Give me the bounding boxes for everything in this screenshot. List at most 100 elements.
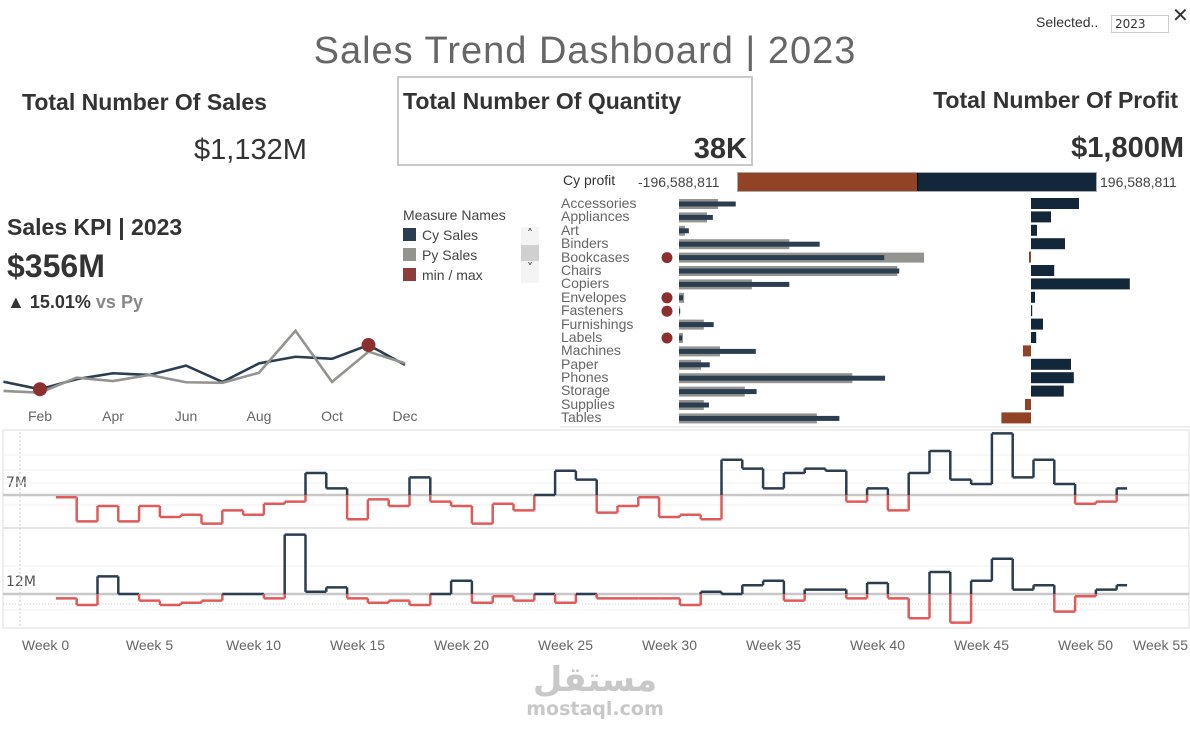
week-tick: Week 10 xyxy=(226,637,281,653)
ref-label-bottom: 12M xyxy=(6,574,36,590)
scroll-down-icon[interactable]: ˅ xyxy=(527,261,533,275)
min-flag-marker xyxy=(661,305,673,317)
profit-range-bar xyxy=(737,172,1097,192)
bar-profit xyxy=(1031,318,1043,330)
category-label: Machines xyxy=(561,342,621,359)
line-series-py xyxy=(3,328,406,394)
category-labels: Accessories Appliances Art Binders Bookcases… xyxy=(561,195,637,426)
category-label: Phones xyxy=(561,369,609,386)
month-tick: Jun xyxy=(174,408,198,424)
bar-profit xyxy=(1031,238,1065,250)
profit-header-label: Cy profit xyxy=(563,172,616,188)
total-sales-value: $1,132M xyxy=(194,134,307,166)
bar-profit xyxy=(1031,265,1055,276)
min-max-marker xyxy=(33,382,47,397)
profit-axis-max: 196,588,811 xyxy=(1100,174,1177,190)
filter-label: Selected.. xyxy=(1036,14,1099,30)
category-label: Accessories xyxy=(561,195,637,211)
legend-title: Measure Names xyxy=(403,207,506,223)
sales-kpi-title: Sales KPI | 2023 xyxy=(7,214,183,240)
min-flag-marker xyxy=(661,332,673,344)
category-label: Storage xyxy=(561,382,611,399)
bar-cy-sales xyxy=(679,375,886,381)
scroll-up-icon[interactable]: ˄ xyxy=(527,227,533,241)
bar-profit xyxy=(1031,385,1064,397)
legend-item-py[interactable]: Py Sales xyxy=(403,247,543,267)
minmax-swatch-icon xyxy=(403,268,416,281)
week-tick: Week 35 xyxy=(746,637,801,653)
scroll-thumb[interactable] xyxy=(521,245,539,261)
bar-cy-sales xyxy=(679,228,689,234)
bar-profit xyxy=(1031,305,1033,317)
category-label: Binders xyxy=(561,235,609,252)
total-profit-label: Total Number Of Profit xyxy=(933,87,1178,113)
legend-item-minmax[interactable]: min / max xyxy=(403,267,543,283)
bar-profit xyxy=(1031,211,1051,223)
week-tick: Week 30 xyxy=(642,637,697,653)
category-label: Copiers xyxy=(561,275,610,292)
sales-kpi-change: 15.01% xyxy=(29,292,91,312)
category-label: Appliances xyxy=(561,208,630,225)
bar-cy-sales xyxy=(679,295,683,301)
bar-profit xyxy=(1023,345,1031,357)
week-tick: Week 20 xyxy=(434,637,489,653)
category-label: Paper xyxy=(561,355,599,372)
bar-cy-sales xyxy=(679,281,790,287)
bar-profit xyxy=(1031,224,1037,236)
watermark-logo: مستقل mostaql.com xyxy=(526,660,664,720)
min-max-marker xyxy=(361,338,376,353)
category-label: Envelopes xyxy=(561,288,627,305)
py-swatch-icon xyxy=(403,248,416,261)
bar-cy-sales xyxy=(679,415,840,421)
weekly-panel-border xyxy=(2,429,1190,629)
total-quantity-label: Total Number Of Quantity xyxy=(403,88,682,114)
sales-kpi-vs: vs Py xyxy=(95,292,143,312)
bar-profit xyxy=(1029,251,1031,263)
bar-cy-sales xyxy=(679,402,709,408)
bar-cy-sales xyxy=(679,214,713,220)
month-tick: Aug xyxy=(246,408,272,424)
total-profit-value: $1,800M xyxy=(1071,132,1184,164)
category-label: Bookcases xyxy=(561,248,630,265)
week-tick: Week 25 xyxy=(538,637,593,653)
category-label: Furnishings xyxy=(561,315,634,332)
total-sales-label: Total Number Of Sales xyxy=(22,89,267,115)
bar-profit xyxy=(1031,291,1035,303)
total-quantity-value: 38K xyxy=(693,133,747,165)
bar-cy-sales xyxy=(679,335,683,341)
bar-profit xyxy=(1031,372,1074,384)
bar-profit xyxy=(1031,198,1079,209)
week-tick: Week 40 xyxy=(850,637,905,653)
bar-cy-sales xyxy=(679,268,900,274)
legend: Measure Names Cy Sales Py Sales min / ma… xyxy=(403,207,543,283)
sales-kpi-value: $356M xyxy=(7,248,105,284)
bar-cy-sales xyxy=(679,201,736,207)
bar-profit xyxy=(1001,412,1031,424)
bar-cy-sales xyxy=(679,362,710,368)
month-tick: Oct xyxy=(321,408,343,424)
min-flag-marker xyxy=(661,252,673,264)
month-tick: Feb xyxy=(27,408,53,424)
category-label: Tables xyxy=(561,409,602,426)
bar-cy-sales xyxy=(679,322,714,328)
bar-profit xyxy=(1031,332,1037,343)
profit-range-negative xyxy=(738,173,917,191)
close-icon[interactable]: ✕ xyxy=(1172,3,1189,27)
bar-cy-sales xyxy=(679,308,681,314)
legend-scrollbar[interactable]: ˄ ˅ xyxy=(521,227,539,283)
legend-item-cy[interactable]: Cy Sales xyxy=(403,227,543,247)
category-label: Fasteners xyxy=(561,302,624,319)
up-arrow-icon: ▲ xyxy=(7,292,25,312)
bar-profit xyxy=(1031,358,1071,370)
year-filter-select[interactable]: 2023 xyxy=(1111,15,1169,33)
quantity-card: Total Number Of Quantity 38K xyxy=(397,76,753,166)
week-tick: Week 55 xyxy=(1133,637,1188,653)
bar-cy-sales xyxy=(679,348,756,354)
category-label: Labels xyxy=(561,328,603,345)
week-tick: Week 45 xyxy=(954,637,1009,653)
min-flag-marker xyxy=(661,292,673,304)
month-tick: Apr xyxy=(102,408,124,424)
bar-profit xyxy=(1025,399,1031,410)
bar-cy-sales xyxy=(679,241,820,247)
